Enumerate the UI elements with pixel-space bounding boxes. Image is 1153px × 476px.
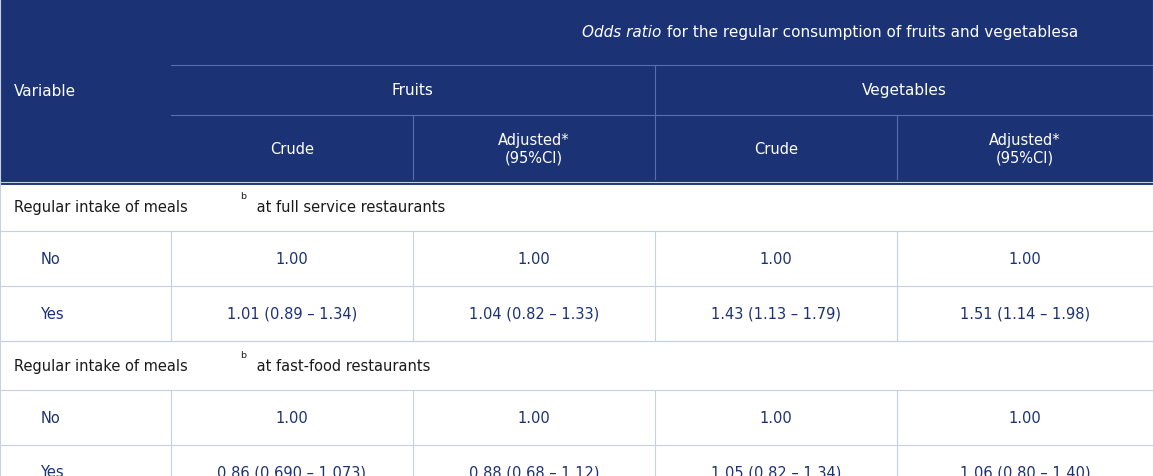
Bar [0, 0, 171, 182]
Bar [0, 445, 1153, 476]
Text: 1.00: 1.00 [276, 410, 308, 425]
Text: 1.00: 1.00 [518, 251, 550, 266]
Text: No: No [40, 410, 60, 425]
Text: b: b [240, 350, 247, 359]
Text: Regular intake of meals: Regular intake of meals [14, 199, 188, 214]
Text: 1.43 (1.13 – 1.79): 1.43 (1.13 – 1.79) [711, 306, 841, 321]
Text: No: No [40, 251, 60, 266]
Text: Adjusted*
(95%CI): Adjusted* (95%CI) [989, 133, 1061, 165]
Text: Adjusted*
(95%CI): Adjusted* (95%CI) [498, 133, 570, 165]
Bar [0, 182, 1153, 231]
Bar [0, 231, 1153, 286]
Bar [0, 390, 1153, 445]
Text: 1.00: 1.00 [276, 251, 308, 266]
Bar [171, 0, 1153, 182]
Text: 1.04 (0.82 – 1.33): 1.04 (0.82 – 1.33) [469, 306, 598, 321]
Text: 1.51 (1.14 – 1.98): 1.51 (1.14 – 1.98) [960, 306, 1090, 321]
Text: 1.06 (0.80 – 1.40): 1.06 (0.80 – 1.40) [959, 465, 1091, 476]
Text: 1.00: 1.00 [760, 410, 792, 425]
Text: 0.86 (0.690 – 1,073): 0.86 (0.690 – 1,073) [217, 465, 367, 476]
Text: Yes: Yes [40, 465, 63, 476]
Text: at fast-food restaurants: at fast-food restaurants [251, 358, 430, 373]
Text: Vegetables: Vegetables [861, 83, 947, 98]
Text: 1.01 (0.89 – 1.34): 1.01 (0.89 – 1.34) [227, 306, 356, 321]
Text: 1.00: 1.00 [518, 410, 550, 425]
Text: Crude: Crude [270, 141, 314, 157]
Text: Regular intake of meals: Regular intake of meals [14, 358, 188, 373]
Text: 1.00: 1.00 [1009, 410, 1041, 425]
Bar [0, 341, 1153, 390]
Text: 1.00: 1.00 [760, 251, 792, 266]
Text: Crude: Crude [754, 141, 798, 157]
Text: Yes: Yes [40, 306, 63, 321]
Text: Fruits: Fruits [392, 83, 434, 98]
Text: 1.05 (0.82 – 1.34): 1.05 (0.82 – 1.34) [710, 465, 842, 476]
Text: Variable: Variable [14, 84, 76, 99]
Text: 1.00: 1.00 [1009, 251, 1041, 266]
Text: for the regular consumption of fruits and vegetablesa: for the regular consumption of fruits an… [662, 25, 1078, 40]
Text: at full service restaurants: at full service restaurants [251, 199, 445, 214]
Text: Odds ratio: Odds ratio [582, 25, 662, 40]
Text: 0.88 (0.68 – 1.12): 0.88 (0.68 – 1.12) [468, 465, 600, 476]
Text: b: b [240, 192, 247, 201]
Bar [0, 286, 1153, 341]
